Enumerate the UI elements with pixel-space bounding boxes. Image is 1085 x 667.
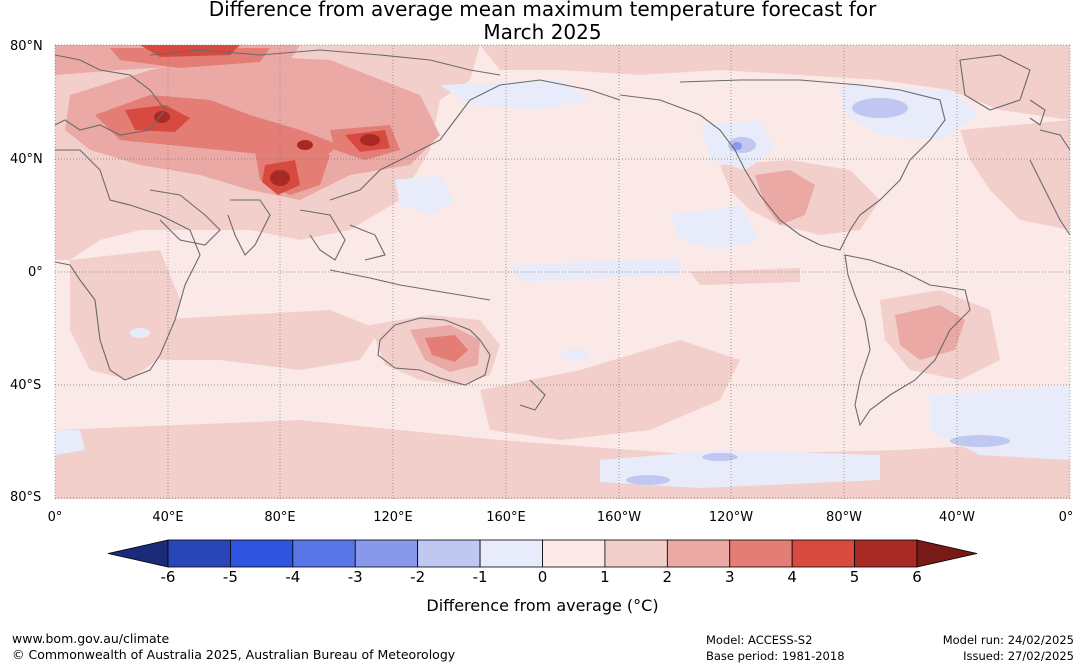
colorbar-segment <box>791 539 855 568</box>
cool-region-southern-ocean-core <box>626 475 670 485</box>
lon-label-120e: 120°E <box>373 510 413 525</box>
coastline-north-america <box>619 79 946 251</box>
lon-label-0: 0° <box>47 510 63 525</box>
footer-issued: Issued: 27/02/2025 <box>963 649 1074 663</box>
coastline-south-america <box>844 254 971 427</box>
coastlines <box>55 49 1070 427</box>
coastline-australia <box>377 317 491 386</box>
colorbar-segment <box>666 539 731 568</box>
coastline-southeast-asia <box>299 209 386 261</box>
lon-label-40w: 40°W <box>939 510 975 525</box>
colorbar-tick-label: -4 <box>285 568 301 586</box>
lat-label-equator: 0° <box>28 265 43 280</box>
map-title-line-2: March 2025 <box>483 20 602 44</box>
footer-copyright: © Commonwealth of Australia 2025, Austra… <box>12 647 456 662</box>
footer-model-run: Model run: 24/02/2025 <box>942 633 1074 647</box>
cool-region-west-coast-min <box>732 142 742 150</box>
cool-region-south-of-india <box>561 349 589 361</box>
cool-region-north-pacific <box>440 80 590 110</box>
colorbar-segment <box>479 539 543 568</box>
colorbar-tick-label: 1 <box>600 568 610 586</box>
lat-label-80n: 80°N <box>10 39 43 54</box>
coastline-arabia <box>149 189 221 246</box>
cool-region-south-atlantic-core <box>950 435 1010 447</box>
colorbar-segment <box>292 539 356 568</box>
coastline-uk <box>1029 99 1046 126</box>
cool-region-nz-south <box>702 453 738 461</box>
lon-label-160e: 160°E <box>486 510 526 525</box>
cool-region-east-africa <box>130 328 150 338</box>
coastline-new-zealand <box>519 379 546 411</box>
colorbar <box>107 539 978 568</box>
peak-region-tibet <box>270 170 290 186</box>
colorbar-segment <box>729 539 793 568</box>
lon-label-0-east: 0° <box>1058 510 1074 525</box>
lat-label-40s: 40°S <box>10 378 42 393</box>
colorbar-tick-label: -1 <box>472 568 488 586</box>
warm-region-south-pacific <box>480 340 740 440</box>
peak-region-china <box>360 134 380 146</box>
warm-region-arctic <box>480 45 1070 120</box>
lon-label-80e: 80°E <box>264 510 296 525</box>
colorbar-tick-label: 3 <box>724 568 735 586</box>
warm-region-indian-ocean <box>150 310 380 370</box>
lat-label-80s: 80°S <box>10 490 42 505</box>
lon-label-160w: 160°W <box>596 510 642 525</box>
colorbar-tick-label: -6 <box>160 568 176 586</box>
colorbar-tick-label: 2 <box>662 568 673 586</box>
coastline-indonesia <box>329 269 491 301</box>
graticule <box>54 44 1071 499</box>
colorbar-segment <box>167 539 231 568</box>
cool-region-tropical-pacific <box>510 258 680 282</box>
colorbar-segment <box>417 539 481 568</box>
warm-region-atlantic <box>960 120 1070 230</box>
anomaly-field <box>55 45 1070 499</box>
footer-base-period: Base period: 1981-2018 <box>706 649 845 663</box>
coastline-greenland <box>959 54 1031 111</box>
colorbar-segment <box>354 539 419 568</box>
lon-label-120w: 120°W <box>708 510 754 525</box>
hot-region-mexico <box>755 170 815 225</box>
coastline-europe <box>55 54 166 136</box>
lon-label-40e: 40°E <box>152 510 184 525</box>
colorbar-tick-label: -2 <box>410 568 426 586</box>
colorbar-tick-label: 4 <box>787 568 797 586</box>
very-hot-region-australia-core <box>425 335 468 362</box>
coastline-india <box>227 199 271 256</box>
footer-url: www.bom.gov.au/climate <box>12 631 170 646</box>
cool-region-east-asia <box>395 175 455 215</box>
colorbar-segment <box>230 539 294 568</box>
colorbar-segment <box>604 539 668 568</box>
coastline-iberia-west-africa <box>1029 129 1070 236</box>
colorbar-extend-high <box>916 539 978 568</box>
cool-region-east-pacific <box>670 205 760 250</box>
cool-region-south-indian <box>55 430 85 455</box>
map-title-line-1: Difference from average mean maximum tem… <box>208 0 877 21</box>
colorbar-title: Difference from average (°C) <box>426 596 659 615</box>
cool-region-canada-core <box>852 98 908 118</box>
lon-label-80w: 80°W <box>826 510 862 525</box>
coastline-africa <box>55 149 201 381</box>
colorbar-tick-label: 6 <box>912 568 922 586</box>
coastline-siberia <box>149 49 501 76</box>
hot-region-brazil <box>895 305 965 360</box>
colorbar-tick-label: 5 <box>849 568 860 586</box>
footer-model: Model: ACCESS-S2 <box>706 633 813 647</box>
lat-label-40n: 40°N <box>10 152 43 167</box>
peak-region-siberia <box>297 140 313 150</box>
colorbar-extend-low <box>107 539 169 568</box>
colorbar-tick-label: 0 <box>537 568 548 586</box>
colorbar-tick-label: -5 <box>222 568 238 586</box>
cool-region-southern-ocean <box>600 450 880 488</box>
colorbar-segment <box>854 539 918 568</box>
coastline-east-asia <box>329 79 621 201</box>
warm-region-africa <box>70 250 180 380</box>
colorbar-tick-label: -3 <box>347 568 363 586</box>
colorbar-segment <box>542 539 606 568</box>
